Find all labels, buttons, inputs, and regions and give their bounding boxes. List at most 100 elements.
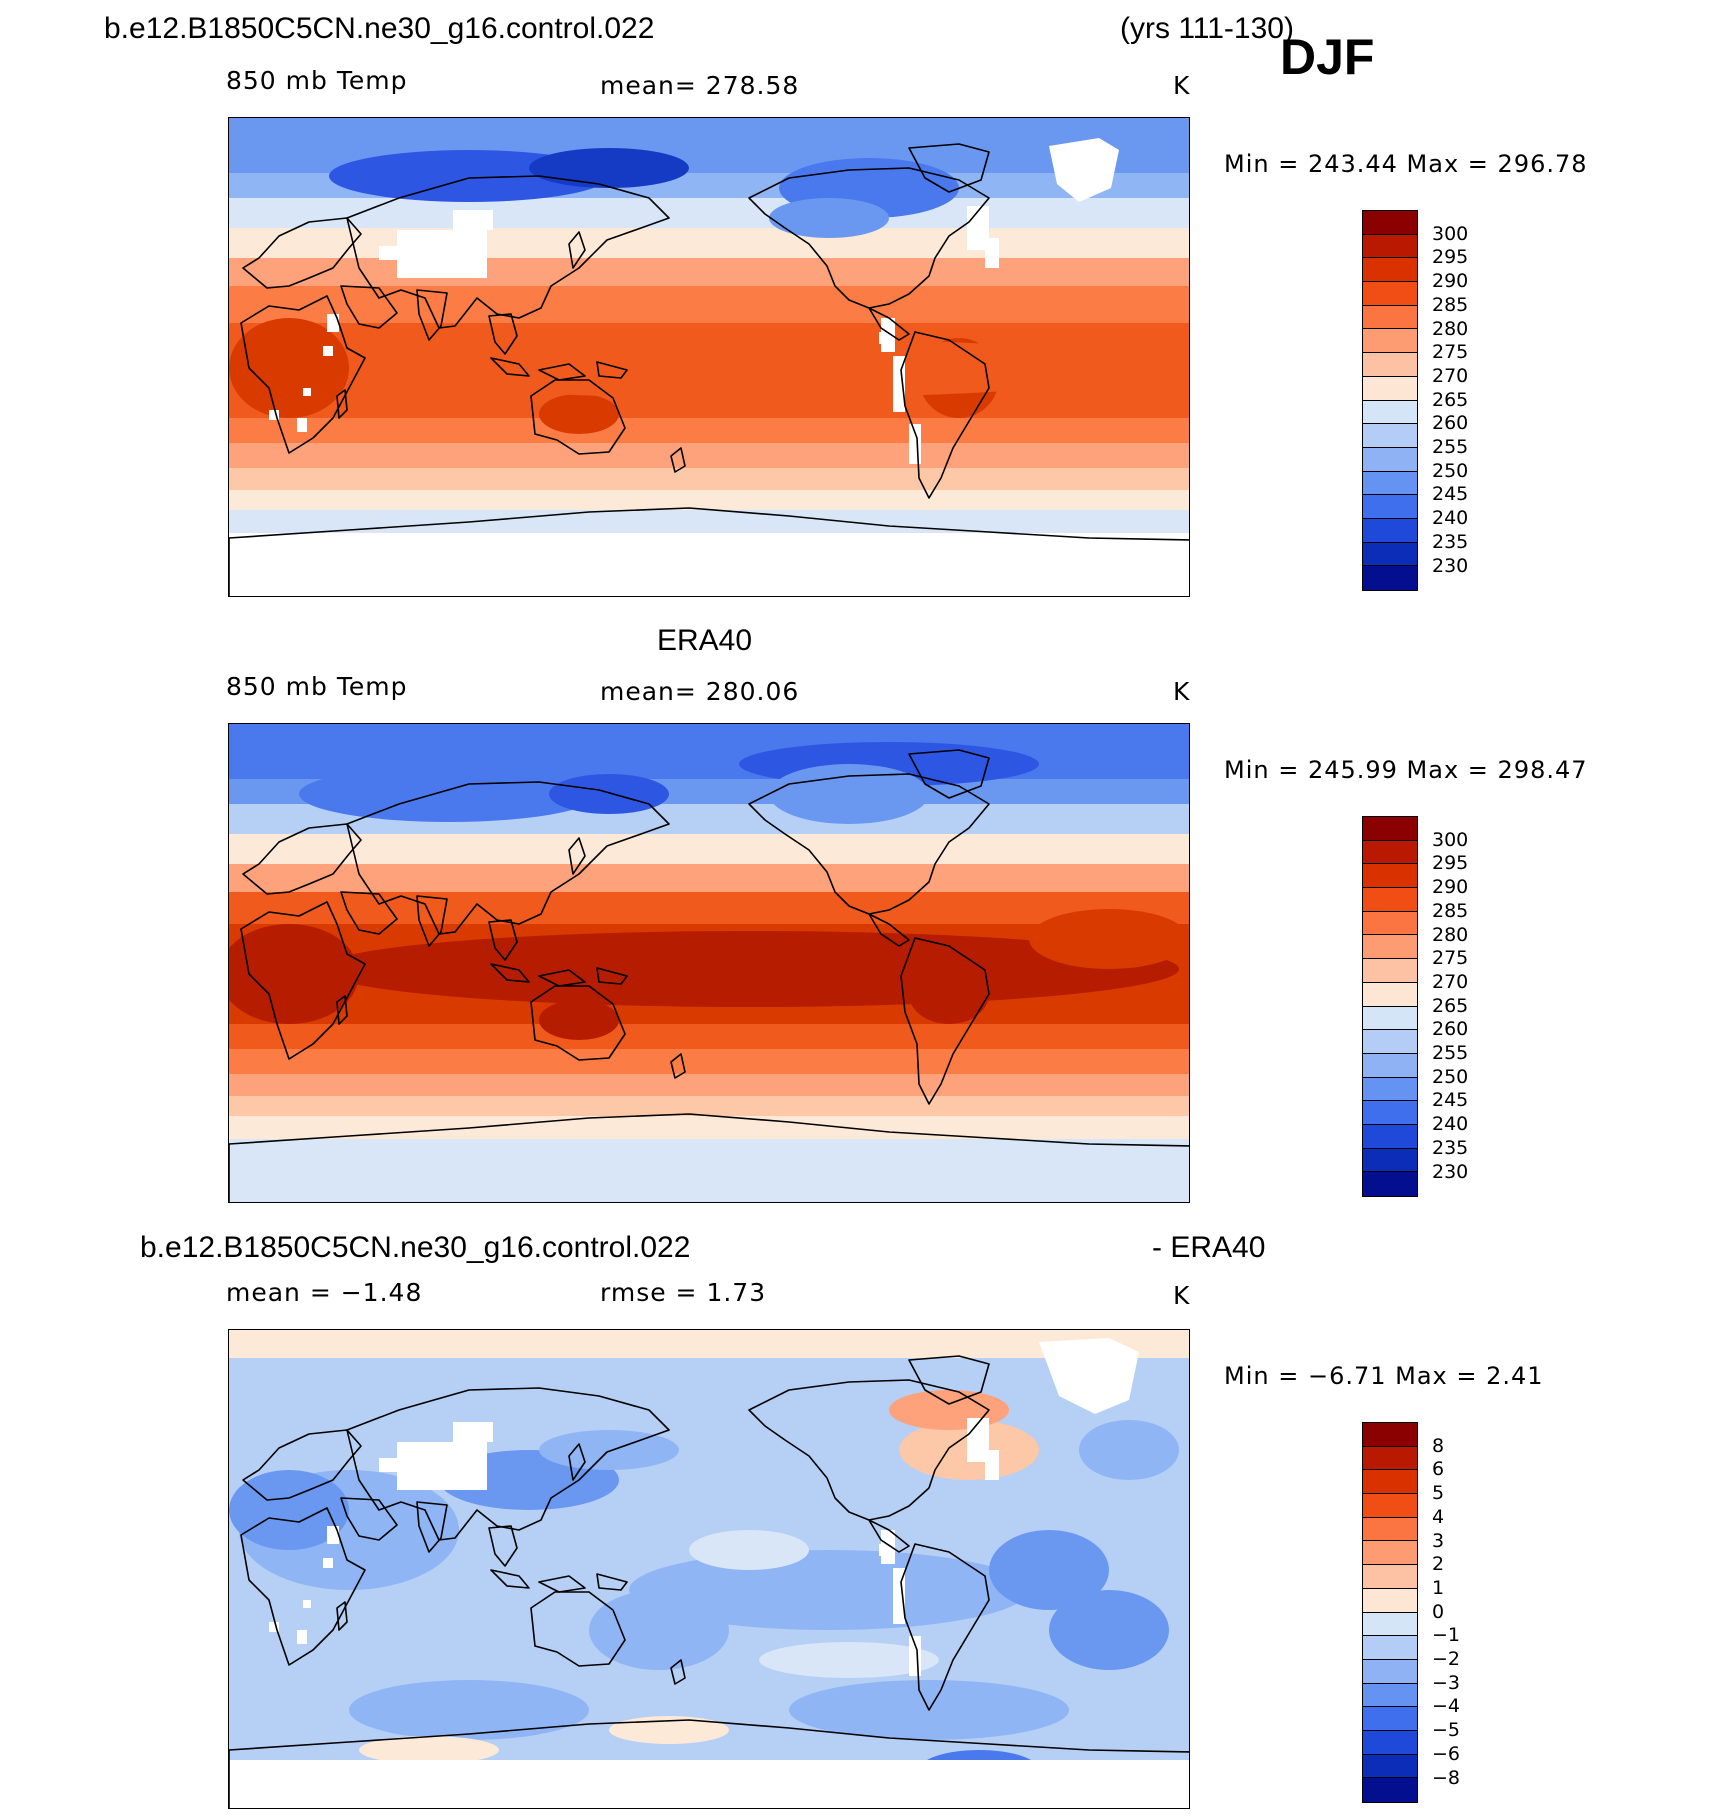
coastline — [416, 289, 448, 341]
contour-band — [229, 258, 1189, 286]
panel-obs-map — [228, 723, 1190, 1203]
colorbar-swatch — [1363, 1006, 1417, 1031]
missing-data-cell — [879, 332, 889, 344]
colorbar-swatch — [1363, 1423, 1417, 1447]
missing-data-cell — [397, 230, 487, 278]
contour-band — [989, 1530, 1109, 1610]
coastline — [242, 1429, 362, 1501]
contour-band — [549, 774, 669, 814]
missing-data-cell — [379, 1458, 405, 1472]
colorbar-swatch — [1363, 1707, 1417, 1731]
coastline — [868, 913, 910, 947]
season-label: DJF — [1280, 29, 1375, 85]
panel-obs-units-label: K — [1173, 677, 1191, 706]
contour-band — [229, 1116, 1189, 1139]
contour-band — [229, 1074, 1189, 1096]
colorbar-tick-label: 230 — [1432, 1160, 1469, 1183]
colorbar-tick-label: 3 — [1432, 1529, 1445, 1552]
colorbar-tick-label: 235 — [1432, 530, 1469, 553]
colorbar-swatch — [1363, 817, 1417, 841]
coastline — [900, 331, 990, 499]
colorbar-tick-label: 250 — [1432, 1065, 1469, 1088]
panel-model-variable-label: 850 mb Temp — [226, 66, 408, 95]
coastline — [490, 357, 628, 381]
contour-band — [909, 964, 989, 1024]
coastline — [748, 1379, 990, 1521]
contour-band — [539, 1000, 619, 1040]
panel-diff-title: b.e12.B1850C5CN.ne30_g16.control.022 — [140, 1231, 691, 1264]
coastline — [340, 285, 398, 329]
missing-data-cell — [893, 1568, 905, 1624]
missing-data-cell — [985, 238, 999, 268]
coastline — [568, 837, 586, 875]
missing-data-cell — [985, 1450, 999, 1480]
colorbar-swatch — [1363, 566, 1417, 590]
colorbar-swatch — [1363, 518, 1417, 543]
contour-band — [229, 1024, 1189, 1049]
contour-band — [629, 1550, 1029, 1630]
contour-band — [539, 394, 619, 434]
coastline — [748, 773, 990, 915]
coastline — [748, 167, 990, 309]
missing-data-regions — [229, 1144, 1189, 1202]
contour-band — [229, 510, 1189, 533]
colorbar-tick-label: −2 — [1432, 1648, 1461, 1670]
colorbar-swatch — [1363, 935, 1417, 960]
contour-band — [1029, 909, 1189, 969]
colorbar-tick-label: −3 — [1432, 1671, 1461, 1694]
colorbar-tick-label: 275 — [1432, 341, 1469, 364]
case-name-title: b.e12.B1850C5CN.ne30_g16.control.022 — [104, 12, 655, 45]
colorbar-swatch — [1363, 1636, 1417, 1660]
colorbar-tick-label: 235 — [1432, 1136, 1469, 1159]
coastline — [908, 749, 990, 799]
colorbar-tick-label: 280 — [1432, 923, 1469, 946]
colorbar-tick-label: −5 — [1432, 1719, 1461, 1742]
missing-data-cell — [323, 346, 333, 356]
colorbar-swatch — [1363, 1683, 1417, 1708]
missing-data-cell — [909, 424, 921, 464]
coastline — [336, 995, 348, 1025]
colorbar-swatch — [1363, 1588, 1417, 1613]
missing-data-cell — [303, 388, 311, 396]
coastline — [416, 1501, 448, 1553]
colorbar-tick-label: −1 — [1432, 1624, 1461, 1647]
missing-data-cell — [323, 1558, 333, 1568]
temperature-contours — [229, 118, 1189, 596]
colorbar-swatch — [1363, 982, 1417, 1007]
missing-data-cell — [909, 1636, 921, 1676]
coastline — [490, 1569, 628, 1593]
colorbar-tick-label: 260 — [1432, 412, 1469, 435]
colorbar-swatch — [1363, 1148, 1417, 1173]
panel-model-mean-label: mean= 278.58 — [600, 71, 800, 100]
colorbar-tick-label: 240 — [1432, 507, 1469, 530]
missing-data-cell — [453, 1422, 493, 1442]
colorbar-tick-label: 270 — [1432, 970, 1469, 993]
colorbar-tick-label: 300 — [1432, 828, 1469, 851]
contour-band — [229, 468, 1189, 490]
panel-obs-minmax: Min = 245.99 Max = 298.47 — [1224, 756, 1588, 784]
colorbar-tick-label: 265 — [1432, 994, 1469, 1017]
missing-data-cell — [303, 1600, 311, 1608]
missing-data-cell — [297, 1630, 307, 1644]
contour-band — [229, 892, 1189, 924]
missing-data-cell — [893, 356, 905, 412]
missing-data-cell — [297, 418, 307, 432]
panel-diff-mean-label: mean = −1.48 — [226, 1278, 423, 1307]
colorbar-swatch — [1363, 1077, 1417, 1102]
colorbar-tick-label: 285 — [1432, 293, 1469, 316]
contour-band — [539, 1430, 679, 1470]
coastline — [242, 823, 362, 895]
contour-band — [229, 228, 1189, 258]
colorbar-tick-label: 260 — [1432, 1018, 1469, 1041]
coastline — [530, 379, 626, 455]
colorbar-swatch — [1363, 282, 1417, 306]
panel-diff-colorbar — [1362, 1422, 1418, 1803]
coastline — [488, 1525, 518, 1567]
missing-data-cell — [269, 1622, 279, 1632]
contour-band — [229, 1330, 1189, 1358]
continent-outlines — [229, 1355, 1189, 1808]
coastline — [240, 901, 366, 1060]
panel-model-minmax: Min = 243.44 Max = 296.78 — [1224, 150, 1588, 178]
colorbar-tick-label: 275 — [1432, 947, 1469, 970]
colorbar-swatch — [1363, 353, 1417, 377]
